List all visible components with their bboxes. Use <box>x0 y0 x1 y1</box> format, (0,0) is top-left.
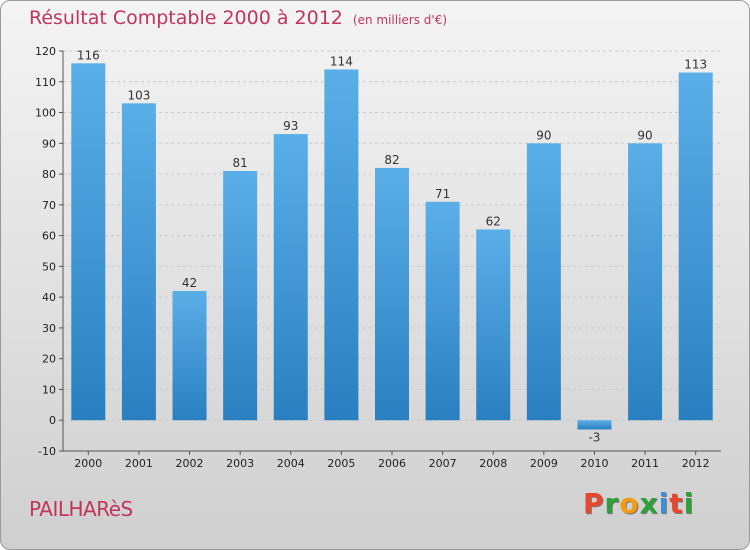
x-tick-label: 2007 <box>429 457 457 470</box>
y-tick-label: -10 <box>38 445 56 458</box>
data-label: 90 <box>536 128 551 142</box>
y-tick-label: 70 <box>42 199 56 212</box>
x-tick-label: 2010 <box>580 457 608 470</box>
y-tick-label: 90 <box>42 137 56 150</box>
data-label: 113 <box>684 58 707 72</box>
proxiti-logo: Proxiti <box>583 487 694 520</box>
x-tick-label: 2005 <box>327 457 355 470</box>
bar <box>223 171 258 421</box>
bar <box>476 229 511 421</box>
data-label: 90 <box>637 128 652 142</box>
x-tick-label: 2011 <box>631 457 659 470</box>
x-tick-label: 2004 <box>277 457 305 470</box>
data-label: 93 <box>283 119 298 133</box>
data-label: 116 <box>77 48 100 62</box>
bar <box>425 201 460 421</box>
y-tick-label: 100 <box>35 107 56 120</box>
bar <box>273 134 308 421</box>
bar <box>324 69 359 421</box>
data-label: 62 <box>486 214 501 228</box>
logo-letter: i <box>683 487 695 520</box>
city-name: PAILHARèS <box>29 497 133 521</box>
bar <box>526 143 561 421</box>
x-tick-label: 2002 <box>176 457 204 470</box>
x-tick-label: 2001 <box>125 457 153 470</box>
x-tick-label: 2006 <box>378 457 406 470</box>
data-label: 81 <box>233 156 248 170</box>
y-tick-label: 80 <box>42 168 56 181</box>
logo-letter: t <box>669 487 684 520</box>
y-tick-label: 60 <box>42 230 56 243</box>
bar <box>628 143 663 421</box>
y-tick-label: 50 <box>42 260 56 273</box>
x-tick-label: 2003 <box>226 457 254 470</box>
logo-letter: o <box>619 487 640 520</box>
title-unit: (en milliers d'€) <box>352 13 448 27</box>
x-tick-label: 2012 <box>682 457 710 470</box>
logo-letter: r <box>604 487 620 520</box>
y-tick-label: 120 <box>35 45 56 58</box>
bar <box>121 103 156 421</box>
data-label: 103 <box>127 88 150 102</box>
x-tick-label: 2000 <box>74 457 102 470</box>
logo-letter: P <box>583 487 605 520</box>
logo-letter: i <box>658 487 670 520</box>
x-tick-label: 2008 <box>479 457 507 470</box>
data-label: 42 <box>182 276 197 290</box>
bar <box>678 72 713 421</box>
y-tick-label: 20 <box>42 353 56 366</box>
bar <box>577 420 612 430</box>
bar <box>71 63 106 421</box>
chart-title: Résultat Comptable 2000 à 2012 (en millie… <box>29 7 447 29</box>
bar <box>172 291 207 421</box>
data-label: -3 <box>588 430 600 444</box>
title-text: Résultat Comptable 2000 à 2012 <box>29 7 343 29</box>
data-label: 71 <box>435 187 450 201</box>
data-label: 82 <box>384 153 399 167</box>
y-tick-label: 110 <box>35 76 56 89</box>
y-tick-label: 10 <box>42 383 56 396</box>
y-tick-label: 0 <box>49 414 56 427</box>
bar <box>375 167 409 421</box>
y-tick-label: 30 <box>42 322 56 335</box>
y-tick-label: 40 <box>42 291 56 304</box>
logo-letter: x <box>639 487 659 520</box>
data-label: 114 <box>330 54 353 68</box>
x-tick-label: 2009 <box>530 457 558 470</box>
